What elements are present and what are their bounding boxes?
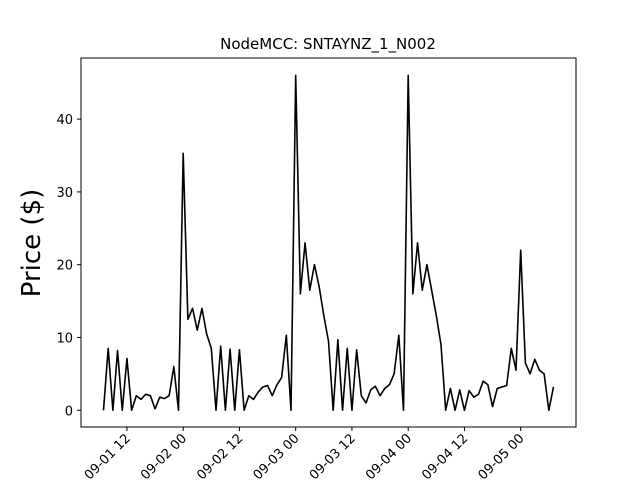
price-line [102,74,555,412]
y-tick-label: 30 [56,186,73,201]
plot-frame [80,57,577,428]
y-tick-label: 40 [56,113,73,128]
y-axis-label: Price ($) [17,189,47,298]
y-tick-label: 10 [56,331,73,346]
chart-title: NodeMCC: SNTAYNZ_1_N002 [220,35,436,54]
y-tick-label: 20 [56,259,73,274]
y-tick-label: 0 [65,404,73,419]
